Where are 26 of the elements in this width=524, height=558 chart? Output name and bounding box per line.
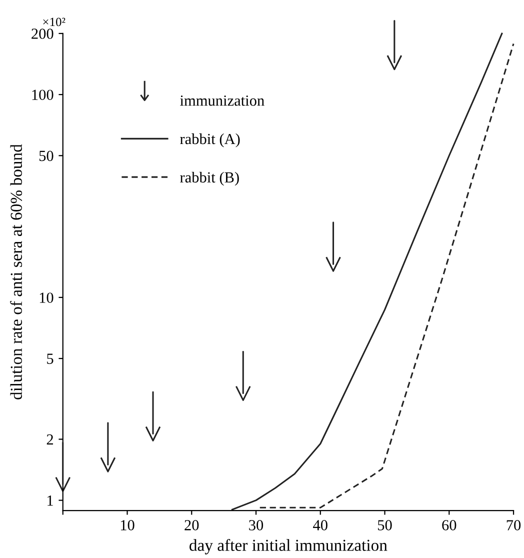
y-tick-label: 2 — [46, 434, 54, 445]
point — [235, 386, 251, 401]
x-tick-label: 60 — [442, 520, 456, 530]
point — [386, 54, 402, 70]
x-tick-label: 10 — [120, 520, 134, 530]
legend-label: rabbit (B) — [180, 172, 239, 186]
point — [326, 256, 341, 272]
x-tick-label: 50 — [378, 520, 392, 530]
y-tick-label: 100 — [32, 90, 54, 100]
y-tick-label: 1 — [48, 496, 53, 506]
x-tick-label: 30 — [249, 520, 264, 530]
x-tick-label: 70 — [506, 520, 521, 530]
x-tick-label: 40 — [313, 520, 328, 530]
point — [55, 476, 71, 492]
y-axis-title: dilution rate of anti sera at 60% bound — [10, 144, 22, 400]
point — [100, 456, 116, 472]
point — [145, 426, 161, 442]
legend-label: immunization — [180, 96, 264, 106]
y-tick-label: 200 — [32, 28, 54, 39]
legend-label: rabbit (A) — [180, 133, 240, 148]
y-tick-label: 5 — [47, 354, 54, 364]
x-axis-title: day after initial immunization — [190, 539, 388, 554]
y-tick-label: 50 — [39, 150, 54, 162]
text: ×10² — [43, 18, 66, 26]
y-tick-label: 10 — [40, 292, 54, 303]
x-tick-label: 20 — [184, 520, 199, 530]
